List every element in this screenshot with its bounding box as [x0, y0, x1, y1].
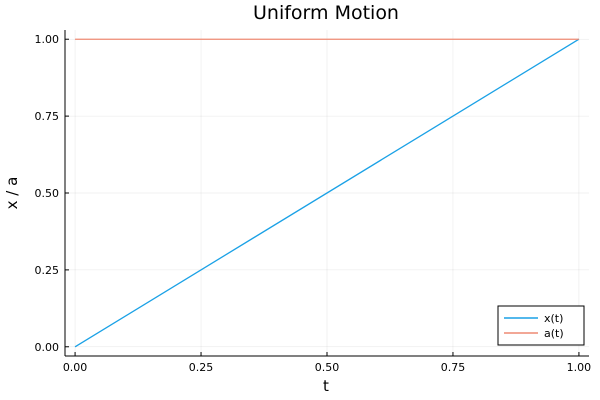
legend: x(t) a(t): [497, 305, 585, 346]
x-tick-label: 0.00: [63, 361, 88, 374]
y-tick-label: 1.00: [35, 33, 60, 46]
series-layer: [74, 38, 580, 348]
legend-label: x(t): [544, 312, 563, 325]
legend-box: [497, 305, 585, 346]
x-tick-label: 0.25: [189, 361, 214, 374]
x-tick-label: 1.00: [567, 361, 592, 374]
y-axis-label: x / a: [3, 177, 21, 210]
y-tick-label: 0.75: [35, 110, 60, 123]
x-tick-label: 0.75: [441, 361, 466, 374]
y-tick-label: 0.00: [35, 341, 60, 354]
legend-label: a(t): [544, 327, 564, 340]
chart-title: Uniform Motion: [253, 2, 399, 24]
y-tick-label: 0.25: [35, 264, 60, 277]
x-tick-label: 0.50: [315, 361, 340, 374]
y-tick-label: 0.50: [35, 187, 60, 200]
x-axis-label: t: [323, 377, 329, 395]
series-line-xt: [74, 38, 580, 348]
ticks: 0.00 0.25 0.50 0.75 1.00 0.00 0.25 0.50 0.75 1.00: [35, 33, 592, 374]
